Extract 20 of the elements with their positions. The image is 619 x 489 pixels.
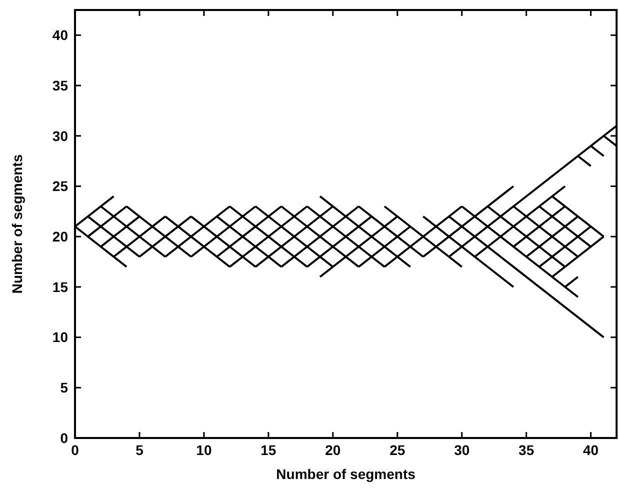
y-tick-label: 15: [52, 278, 68, 295]
x-tick-label: 10: [196, 442, 212, 458]
x-tick-label: 25: [390, 442, 406, 458]
x-tick-label: 30: [454, 442, 470, 458]
y-tick-label: 40: [52, 27, 68, 44]
x-tick-label: 5: [136, 442, 144, 458]
y-tick-label: 35: [52, 77, 68, 94]
y-tick-label: 25: [52, 178, 68, 194]
x-tick-label: 40: [583, 442, 599, 458]
y-tick-label: 10: [52, 329, 68, 346]
x-tick-label: 20: [325, 442, 341, 458]
x-axis-title: Number of segments: [276, 466, 416, 482]
y-axis-title: Number of segments: [9, 154, 25, 294]
y-tick-label: 0: [60, 430, 68, 446]
x-tick-label: 15: [260, 442, 276, 458]
y-tick-label: 5: [60, 380, 68, 396]
y-tick-label: 30: [52, 128, 68, 144]
x-tick-label: 0: [71, 442, 80, 458]
x-tick-label: 35: [518, 442, 534, 458]
y-tick-label: 20: [52, 228, 68, 244]
